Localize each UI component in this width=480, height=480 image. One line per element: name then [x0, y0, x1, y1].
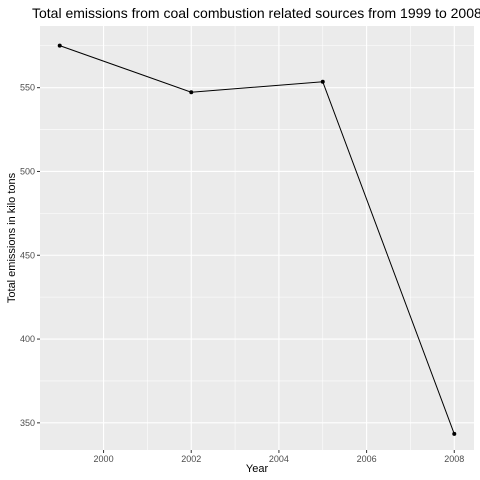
minor-gridlines [40, 26, 474, 450]
y-tick-label: 550 [20, 83, 35, 93]
x-tick-label: 2002 [181, 454, 201, 464]
data-point [57, 43, 62, 48]
x-axis-title: Year [246, 463, 269, 475]
series-line [59, 45, 455, 435]
y-axis-title: Total emissions in kilo tons [6, 172, 18, 303]
y-tick-label: 500 [20, 166, 35, 176]
x-tick-label: 2006 [357, 454, 377, 464]
x-tick-label: 2008 [444, 454, 464, 464]
x-tick-label: 2004 [269, 454, 289, 464]
major-gridlines [40, 26, 474, 450]
series-layer [57, 43, 457, 436]
y-tick-label: 450 [20, 250, 35, 260]
data-point [320, 79, 325, 84]
x-tick-label: 2000 [94, 454, 114, 464]
plot-panel [40, 26, 474, 450]
axes-layer: 2000 2002 2004 2006 2008 350 400 450 500 550 [20, 83, 464, 464]
data-point [189, 90, 194, 95]
chart-title: Total emissions from coal combustion rel… [32, 5, 480, 21]
y-tick-label: 350 [20, 418, 35, 428]
data-point [452, 431, 457, 436]
y-tick-label: 400 [20, 334, 35, 344]
